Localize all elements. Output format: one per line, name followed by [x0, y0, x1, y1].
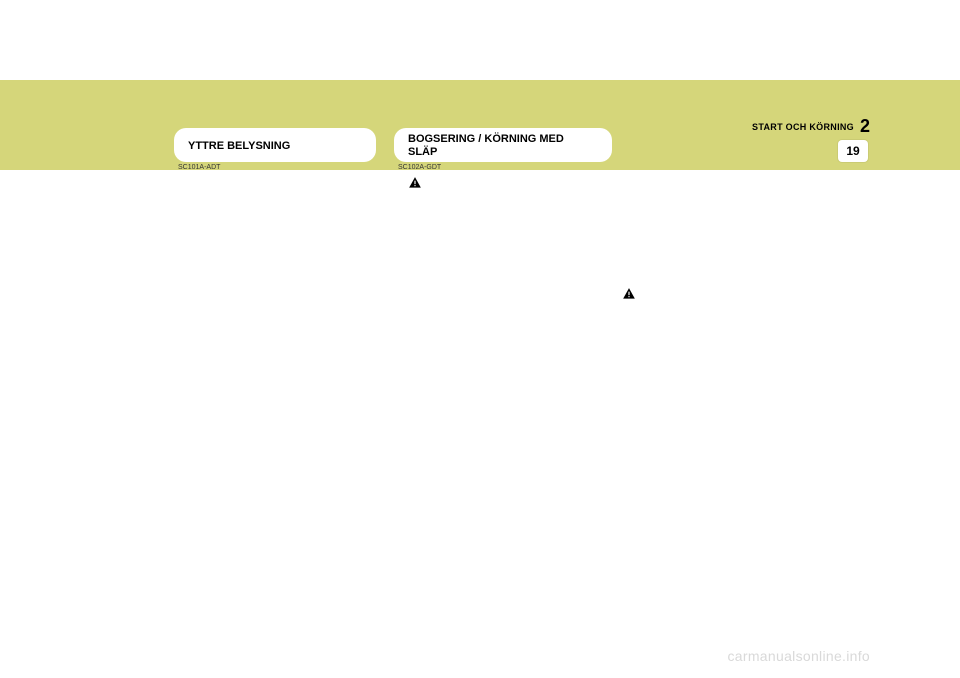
header-section-label-group: START OCH KÖRNING 2: [752, 116, 870, 137]
page-number: 19: [846, 144, 859, 158]
watermark: carmanualsonline.info: [728, 648, 871, 664]
section-code-lighting: SC101A-ADT: [178, 164, 220, 171]
section-tab-lighting-title: YTTRE BELYSNING: [188, 140, 290, 153]
section-tab-towing-title-line2: SLÄP: [408, 146, 564, 159]
section-tab-towing-title-line1: BOGSERING / KÖRNING MED: [408, 133, 564, 146]
header-section-label: START OCH KÖRNING: [752, 122, 854, 132]
page-container: START OCH KÖRNING 2 19 YTTRE BELYSNING S…: [0, 0, 960, 678]
section-tab-towing-title: BOGSERING / KÖRNING MED SLÄP: [408, 133, 564, 158]
section-code-towing: SC102A-GDT: [398, 164, 441, 171]
section-tab-lighting: YTTRE BELYSNING: [174, 128, 376, 162]
warning-triangle-icon: [622, 287, 636, 301]
warning-triangle-icon: [408, 176, 422, 190]
section-tab-towing: BOGSERING / KÖRNING MED SLÄP: [394, 128, 612, 162]
page-number-tab: 19: [838, 140, 868, 162]
chapter-number: 2: [860, 116, 870, 137]
